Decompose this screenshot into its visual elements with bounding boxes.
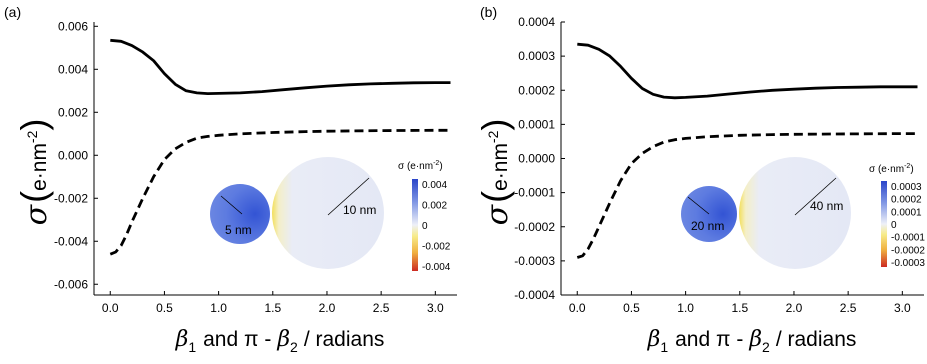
colorbar-title: σ (e·nm-2) [398, 160, 443, 172]
x-label-beta1: β [647, 327, 661, 352]
y-axis-label: σ(e·nm-2) [13, 119, 54, 226]
solid-series-line [577, 42, 918, 100]
colorbar-tick-label: -0.002 [422, 242, 451, 253]
colorbar: σ (e·nm-2) 0.00030.00020.00010-0.0001-0.… [869, 163, 925, 269]
y-label-exp: -2 [485, 130, 501, 143]
panel-label: (a) [4, 4, 21, 20]
y-tick-label: 0.0004 [518, 15, 555, 29]
x-tick-label: 1.0 [210, 301, 227, 315]
colorbar-tick-label: 0.0001 [891, 207, 922, 218]
y-tick-label: -0.002 [54, 191, 88, 205]
large-radius-label: 10 nm [343, 203, 376, 217]
x-tick-label: 0.5 [623, 301, 640, 315]
x-axis-label: β1 and π - β2/ radians [647, 327, 857, 355]
large-sphere [739, 157, 851, 269]
y-tick-label: -0.006 [54, 277, 88, 291]
y-tick-label: 0.000 [58, 148, 88, 162]
large-sphere [272, 157, 384, 269]
colorbar-tick-label: -0.0001 [891, 233, 925, 244]
x-label-beta1: β [175, 327, 189, 352]
x-label-sub2: 2 [290, 339, 298, 355]
x-tick-label: 1.5 [731, 301, 748, 315]
small-radius-line [687, 196, 710, 215]
x-tick-label: 0.5 [156, 301, 173, 315]
y-tick-label: 0.0002 [518, 83, 555, 97]
x-label-beta2: β [748, 327, 762, 352]
x-tick-label: 3.0 [894, 301, 911, 315]
small-radius-label: 5 nm [225, 223, 252, 237]
small-radius-line [220, 195, 243, 215]
colorbar-tick-label: 0.002 [422, 201, 447, 212]
x-tick-label: 2.0 [786, 301, 803, 315]
x-label-unit: / radians [304, 328, 385, 351]
x-tick-label: 2.5 [373, 301, 390, 315]
y-tick-label: -0.0001 [514, 186, 555, 200]
small-radius-label: 20 nm [691, 219, 724, 233]
x-label-sub1: 1 [660, 339, 668, 355]
solid-series-line [110, 38, 451, 95]
inset-spheres: 20 nm 40 nm [681, 157, 851, 269]
plot-area: -0.006 -0.004 -0.002 0.000 0.002 0.004 0.006 0.… [54, 19, 457, 315]
x-tick-label: 1.5 [264, 301, 281, 315]
x-label-sub1: 1 [188, 339, 196, 355]
y-tick-label: 0.0001 [518, 117, 555, 131]
colorbar-tick-label: 0.0003 [891, 182, 922, 193]
y-tick-label: -0.0004 [514, 288, 555, 302]
large-radius-line [327, 177, 370, 216]
x-tick-label: 3.0 [427, 301, 444, 315]
y-label-units: e·nm [28, 143, 51, 191]
x-label-mid: and π - [203, 328, 271, 351]
svg-text:σ(e·nm-2): σ(e·nm-2) [13, 119, 54, 226]
y-axis-label: σ(e·nm-2) [474, 119, 515, 226]
y-label-units: e·nm [489, 143, 512, 191]
plot-area: -0.0004-0.0003-0.0002-0.00010.00000.0001… [514, 15, 924, 315]
large-radius-line [794, 177, 837, 216]
y-label-sigma: σ [480, 203, 515, 225]
dashed-series-line [576, 132, 918, 259]
colorbar-gradient [881, 181, 887, 267]
x-label-beta2: β [276, 327, 290, 352]
panel-label: (b) [480, 4, 497, 20]
chart-panel-b: (b) σ(e·nm-2) -0.0004-0.0003-0.0002-0.00… [474, 4, 925, 355]
colorbar-tick-label: -0.0003 [891, 258, 925, 269]
colorbar-ticks: 0.004 0.002 0 -0.002 -0.004 [422, 180, 451, 273]
x-tick-label: 2.0 [319, 301, 336, 315]
y-label-sigma: σ [19, 203, 54, 225]
x-tick-label: 1.0 [677, 301, 694, 315]
x-tick-label: 0.0 [102, 301, 119, 315]
x-tick-label: 0.0 [569, 301, 586, 315]
x-tick-label: 2.5 [840, 301, 857, 315]
y-tick-label: 0.0000 [518, 152, 555, 166]
y-tick-label: -0.004 [54, 234, 88, 248]
x-label-unit: / radians [776, 328, 857, 351]
colorbar-tick-label: -0.0002 [891, 245, 925, 256]
y-tick-label: 0.0003 [518, 49, 555, 63]
colorbar-tick-label: 0 [891, 220, 897, 231]
colorbar-title: σ (e·nm-2) [869, 163, 914, 175]
y-tick-label: -0.0002 [514, 220, 555, 234]
colorbar-tick-label: 0.0002 [891, 195, 922, 206]
colorbar-tick-label: 0.004 [422, 180, 447, 191]
colorbar-tick-label: -0.004 [422, 262, 451, 273]
y-tick-label: 0.002 [58, 105, 88, 119]
colorbar-tick-label: 0 [422, 221, 428, 232]
colorbar: σ (e·nm-2) 0.004 0.002 0 -0.002 -0.004 [398, 160, 451, 273]
x-label-sub2: 2 [762, 339, 770, 355]
large-radius-label: 40 nm [810, 199, 843, 213]
y-tick-label: -0.0003 [514, 254, 555, 268]
y-tick-label: 0.006 [58, 19, 88, 33]
chart-panel-a: (a) σ(e·nm-2) -0.006 -0.004 -0.002 0.000 0.0… [4, 4, 457, 355]
x-axis-label: β1 and π - β2/ radians [175, 327, 385, 355]
dashed-series-line [109, 128, 451, 256]
x-label-mid: and π - [675, 328, 743, 351]
colorbar-gradient [412, 179, 418, 271]
y-tick-label: 0.004 [58, 62, 88, 76]
y-label-exp: -2 [24, 130, 40, 143]
svg-text:σ(e·nm-2): σ(e·nm-2) [474, 119, 515, 226]
inset-spheres: 5 nm 10 nm [210, 157, 384, 269]
